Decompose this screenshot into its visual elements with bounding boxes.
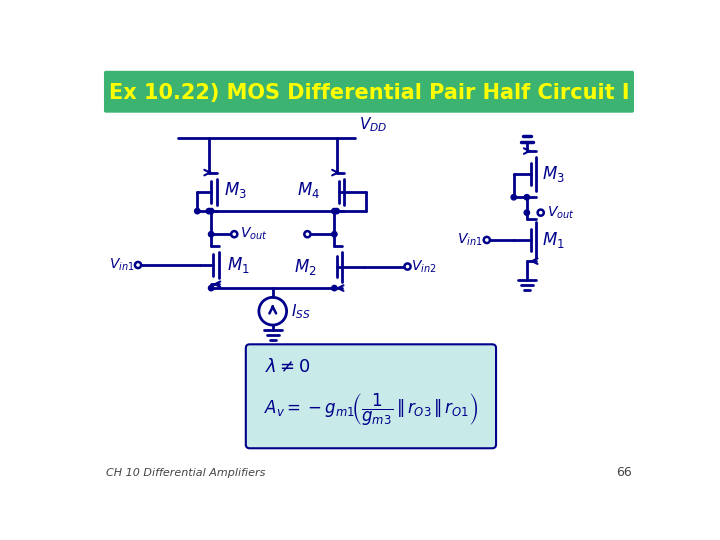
Circle shape xyxy=(332,232,337,237)
Circle shape xyxy=(209,286,214,291)
Text: $M_3$: $M_3$ xyxy=(224,180,247,200)
Text: $V_{out}$: $V_{out}$ xyxy=(547,205,575,221)
Text: $V_{in1}$: $V_{in1}$ xyxy=(457,232,483,248)
Text: $V_{DD}$: $V_{DD}$ xyxy=(359,116,387,134)
Text: $V_{in2}$: $V_{in2}$ xyxy=(411,258,437,275)
Circle shape xyxy=(334,208,339,214)
Circle shape xyxy=(332,208,337,214)
Text: $M_3$: $M_3$ xyxy=(542,164,565,184)
Text: $M_1$: $M_1$ xyxy=(227,255,249,275)
Circle shape xyxy=(524,194,529,200)
Text: $I_{SS}$: $I_{SS}$ xyxy=(291,302,311,321)
Circle shape xyxy=(209,208,214,214)
Text: 66: 66 xyxy=(616,467,632,480)
Text: Ex 10.22) MOS Differential Pair Half Circuit I: Ex 10.22) MOS Differential Pair Half Cir… xyxy=(109,83,629,103)
Text: $M_1$: $M_1$ xyxy=(542,230,565,250)
Circle shape xyxy=(511,194,516,200)
Text: $A_v = -g_{m1}\!\left(\dfrac{1}{g_{m3}} \,\|\, r_{O3} \,\|\, r_{O1}\right)$: $A_v = -g_{m1}\!\left(\dfrac{1}{g_{m3}} … xyxy=(264,392,479,428)
FancyBboxPatch shape xyxy=(102,70,636,114)
Text: $M_2$: $M_2$ xyxy=(294,256,317,276)
Text: $M_4$: $M_4$ xyxy=(297,180,320,200)
Circle shape xyxy=(524,210,529,215)
FancyBboxPatch shape xyxy=(246,345,496,448)
Text: $V_{in1}$: $V_{in1}$ xyxy=(109,257,134,273)
Text: $\lambda \neq 0$: $\lambda \neq 0$ xyxy=(265,357,310,376)
Circle shape xyxy=(332,286,337,291)
Circle shape xyxy=(206,208,212,214)
Circle shape xyxy=(209,232,214,237)
Text: $V_{out}$: $V_{out}$ xyxy=(240,226,268,242)
Text: CH 10 Differential Amplifiers: CH 10 Differential Amplifiers xyxy=(106,468,265,478)
Circle shape xyxy=(194,208,200,214)
